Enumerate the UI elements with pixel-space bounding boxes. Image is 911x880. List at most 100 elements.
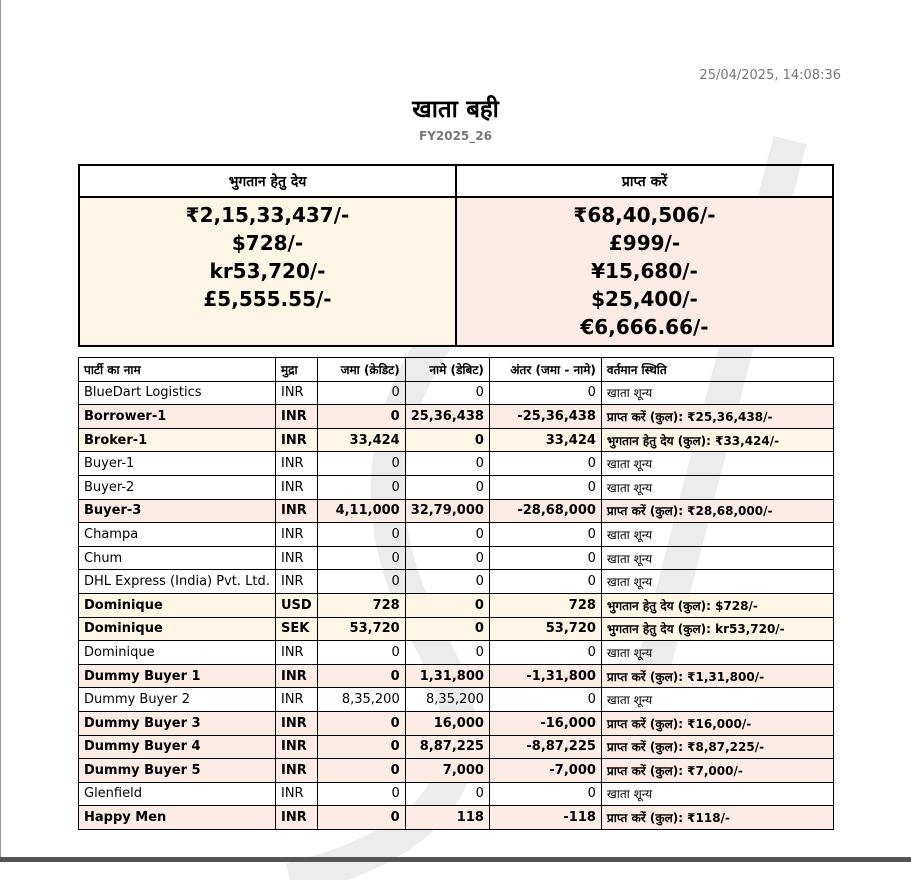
currency: USD: [275, 592, 318, 618]
party-name: Buyer-1: [78, 451, 276, 476]
difference-amount: 33,424: [488, 427, 602, 453]
party-name: Borrower-1: [78, 404, 276, 429]
account-status: प्राप्त करें (कुल): ₹7,000/-: [600, 758, 835, 783]
ledger-table: पार्टी का नाम मुद्रा जमा (क्रेडिट) नामे …: [78, 357, 835, 830]
col-debit: नामे (डेबिट): [404, 357, 490, 382]
party-name: Dummy Buyer 4: [78, 734, 276, 760]
table-row: Dummy Buyer 5 INR 0 7,000 -7,000 प्राप्त करें…: [78, 758, 835, 783]
currency: INR: [275, 498, 318, 524]
party-name: Glenfield: [78, 781, 276, 807]
credit-amount: 0: [316, 781, 406, 807]
account-status: प्राप्त करें (कुल): ₹28,68,000/-: [600, 498, 835, 524]
currency: INR: [275, 474, 318, 500]
debit-amount: 8,87,225: [404, 734, 490, 760]
credit-amount: 0: [316, 380, 406, 406]
party-name: Dominique: [78, 616, 276, 642]
payable-amount: $728/-: [231, 231, 304, 255]
party-name: Buyer-2: [78, 474, 276, 500]
currency: INR: [275, 687, 318, 712]
credit-amount: 8,35,200: [316, 687, 406, 712]
debit-amount: 118: [404, 805, 490, 830]
debit-amount: 0: [404, 616, 490, 642]
debit-amount: 0: [404, 427, 490, 453]
account-status: प्राप्त करें (कुल): ₹16,000/-: [600, 710, 835, 736]
debit-amount: 0: [404, 781, 490, 807]
currency: INR: [275, 710, 318, 736]
table-row: Buyer-1 INR 0 0 0 खाता शून्य: [78, 451, 835, 476]
credit-amount: 0: [316, 640, 406, 665]
difference-amount: -1,31,800: [488, 663, 602, 689]
table-row: Happy Men INR 0 118 -118 प्राप्त करें (कुल): …: [78, 805, 835, 830]
difference-amount: 0: [488, 640, 602, 665]
credit-amount: 0: [316, 734, 406, 760]
account-status: खाता शून्य: [600, 569, 835, 594]
account-status: प्राप्त करें (कुल): ₹25,36,438/-: [600, 404, 835, 429]
difference-amount: -16,000: [488, 710, 602, 736]
account-status: खाता शून्य: [600, 781, 835, 807]
account-status: प्राप्त करें (कुल): ₹8,87,225/-: [600, 734, 835, 760]
debit-amount: 8,35,200: [404, 687, 490, 712]
difference-amount: 728: [488, 592, 602, 618]
credit-amount: 0: [316, 545, 406, 571]
currency: INR: [275, 663, 318, 689]
credit-amount: 0: [316, 474, 406, 500]
currency: INR: [275, 380, 318, 406]
debit-amount: 0: [404, 592, 490, 618]
account-status: प्राप्त करें (कुल): ₹1,31,800/-: [600, 663, 835, 689]
credit-amount: 0: [316, 710, 406, 736]
credit-amount: 53,720: [316, 616, 406, 642]
difference-amount: 0: [488, 545, 602, 571]
table-row: Borrower-1 INR 0 25,36,438 -25,36,438 प्राप्त…: [78, 404, 835, 429]
receivable-amount: ¥15,680/-: [591, 259, 698, 283]
party-name: Dummy Buyer 3: [78, 710, 276, 736]
difference-amount: -8,87,225: [488, 734, 602, 760]
table-row: Broker-1 INR 33,424 0 33,424 भुगतान हेतु देय …: [78, 427, 835, 453]
table-row: Champa INR 0 0 0 खाता शून्य: [78, 522, 835, 547]
table-row: Dominique USD 728 0 728 भुगतान हेतु देय (कुल)…: [78, 592, 835, 618]
col-credit: जमा (क्रेडिट): [316, 357, 406, 382]
table-row: Dummy Buyer 1 INR 0 1,31,800 -1,31,800 प्राप्…: [78, 663, 835, 689]
debit-amount: 0: [404, 640, 490, 665]
credit-amount: 728: [316, 592, 406, 618]
debit-amount: 0: [404, 451, 490, 476]
credit-amount: 0: [316, 404, 406, 429]
debit-amount: 0: [404, 545, 490, 571]
currency: INR: [275, 758, 318, 783]
difference-amount: 0: [488, 781, 602, 807]
table-row: DHL Express (India) Pvt. Ltd. INR 0 0 0 खाता …: [78, 569, 835, 594]
currency: INR: [275, 781, 318, 807]
debit-amount: 0: [404, 569, 490, 594]
receivable-header: प्राप्त करें: [455, 164, 834, 198]
col-difference: अंतर (जमा - नामे): [488, 357, 602, 382]
party-name: Chum: [78, 545, 276, 571]
credit-amount: 0: [316, 522, 406, 547]
difference-amount: -25,36,438: [488, 404, 602, 429]
difference-amount: -28,68,000: [488, 498, 602, 524]
table-row: Dummy Buyer 3 INR 0 16,000 -16,000 प्राप्त कर…: [78, 710, 835, 736]
party-name: Dummy Buyer 2: [78, 687, 276, 712]
party-name: DHL Express (India) Pvt. Ltd.: [78, 569, 276, 594]
ledger-header-row: पार्टी का नाम मुद्रा जमा (क्रेडिट) नामे …: [78, 357, 835, 382]
difference-amount: 0: [488, 687, 602, 712]
account-status: खाता शून्य: [600, 545, 835, 571]
party-name: Dummy Buyer 5: [78, 758, 276, 783]
difference-amount: 0: [488, 451, 602, 476]
debit-amount: 0: [404, 474, 490, 500]
debit-amount: 7,000: [404, 758, 490, 783]
table-row: Dummy Buyer 2 INR 8,35,200 8,35,200 0 खाता शू…: [78, 687, 835, 712]
credit-amount: 4,11,000: [316, 498, 406, 524]
col-party-name: पार्टी का नाम: [78, 357, 276, 382]
debit-amount: 32,79,000: [404, 498, 490, 524]
debit-amount: 0: [404, 380, 490, 406]
currency: INR: [275, 404, 318, 429]
debit-amount: 16,000: [404, 710, 490, 736]
receivable-amount: $25,400/-: [591, 287, 698, 311]
difference-amount: 0: [488, 569, 602, 594]
debit-amount: 25,36,438: [404, 404, 490, 429]
table-row: Buyer-2 INR 0 0 0 खाता शून्य: [78, 474, 835, 500]
receivable-amount: €6,666.66/-: [580, 315, 709, 339]
party-name: Buyer-3: [78, 498, 276, 524]
page-title: खाता बही: [412, 95, 499, 123]
currency: INR: [275, 427, 318, 453]
currency: INR: [275, 640, 318, 665]
